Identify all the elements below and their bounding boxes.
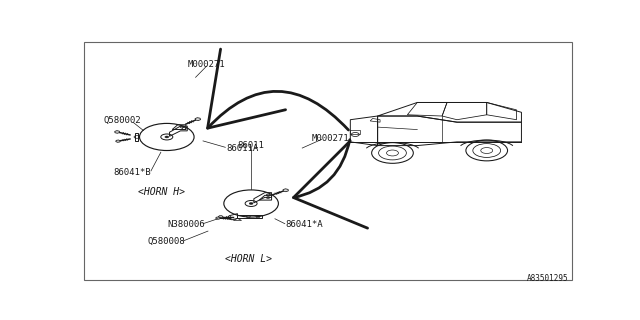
Text: <HORN L>: <HORN L> [225, 254, 272, 264]
Text: Q580008: Q580008 [148, 237, 186, 246]
Circle shape [249, 203, 253, 204]
FancyArrowPatch shape [294, 140, 367, 228]
Polygon shape [115, 131, 120, 133]
Polygon shape [218, 216, 223, 218]
Polygon shape [283, 189, 289, 192]
FancyArrowPatch shape [207, 49, 348, 130]
Text: A83501295: A83501295 [527, 274, 568, 283]
Text: 86041*A: 86041*A [286, 220, 323, 229]
Text: 86011A: 86011A [227, 144, 259, 153]
Text: <HORN H>: <HORN H> [138, 188, 186, 197]
Text: N380006: N380006 [168, 220, 205, 229]
Text: 86041*B: 86041*B [113, 168, 151, 177]
Polygon shape [216, 217, 220, 219]
Polygon shape [195, 118, 200, 121]
Text: M000271: M000271 [312, 134, 349, 143]
Text: M000271: M000271 [188, 60, 225, 69]
Polygon shape [116, 140, 120, 142]
Circle shape [165, 136, 169, 138]
Text: 86011: 86011 [237, 141, 264, 150]
Text: Q580002: Q580002 [103, 116, 141, 125]
